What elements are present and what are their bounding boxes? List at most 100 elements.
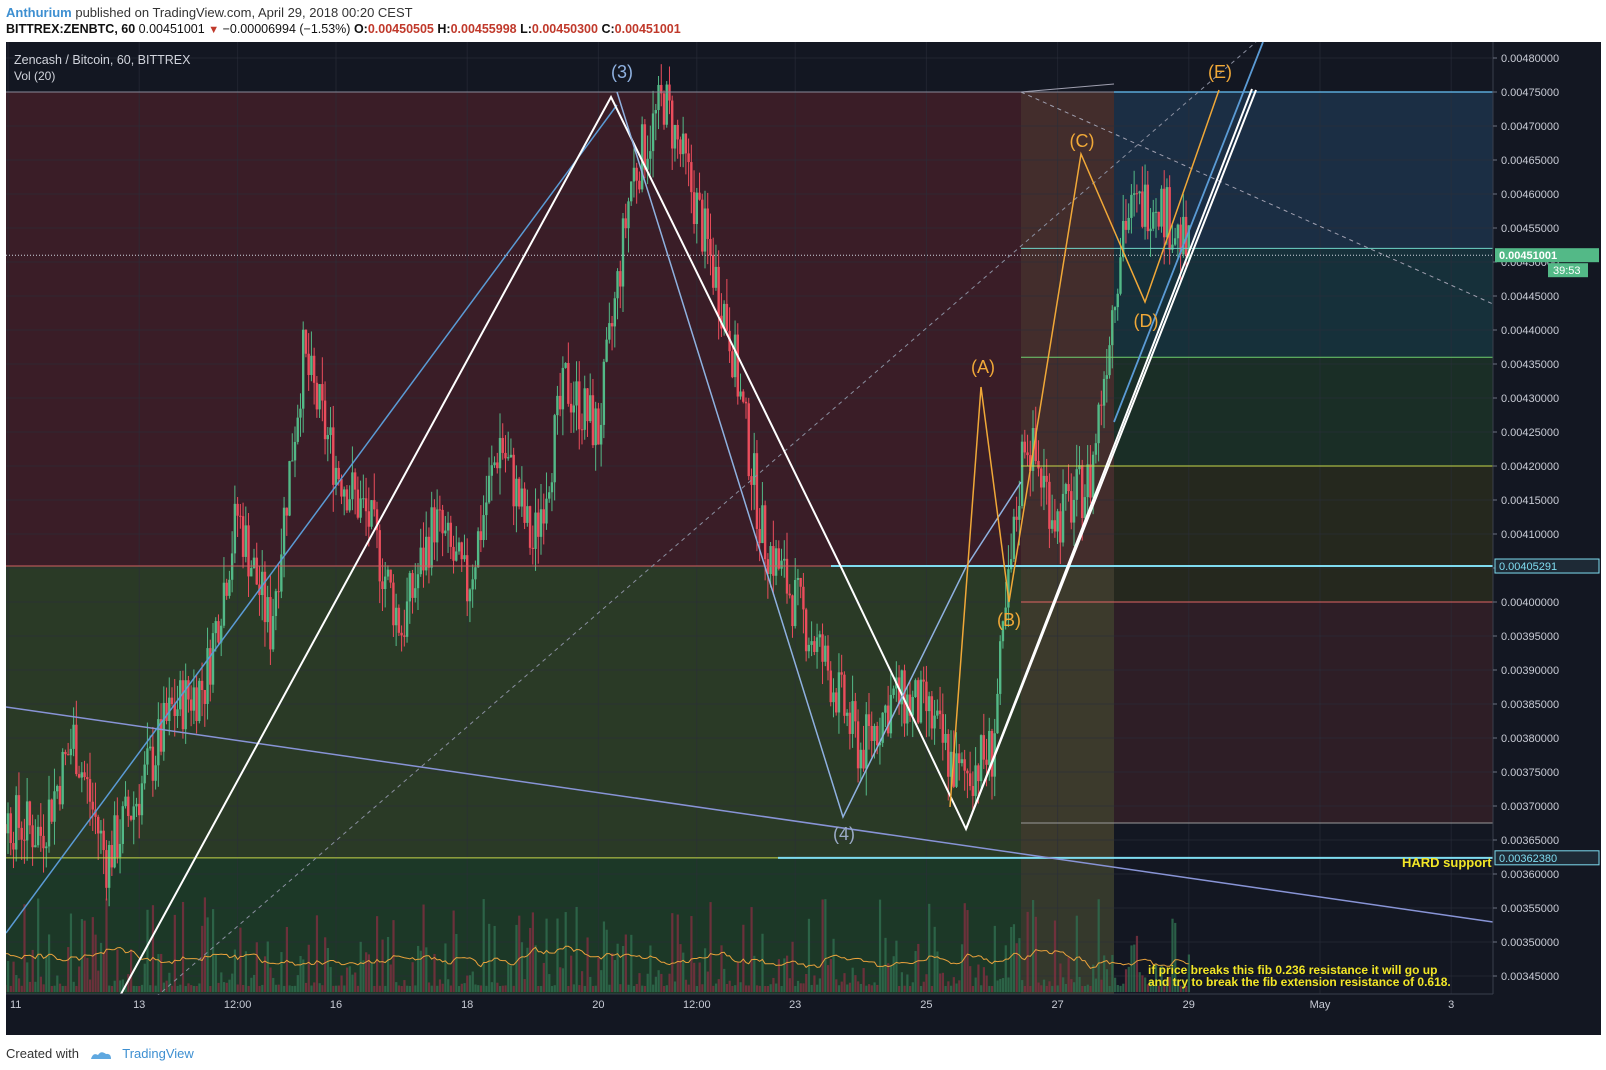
volume-bar: [160, 953, 163, 992]
volume-bar: [91, 917, 94, 992]
price-chart[interactable]: 0.00480000 0.00475000 0.00470000 0.00465000…: [6, 42, 1601, 1035]
volume-bar: [980, 985, 983, 992]
volume-bar: [1078, 976, 1081, 992]
candle-body: [892, 688, 895, 695]
volume-bar: [253, 974, 256, 992]
candle-body: [334, 467, 338, 485]
price-tick-label: 0.00415000: [1501, 495, 1559, 507]
volume-bar: [840, 981, 843, 992]
candle-body: [110, 845, 114, 868]
candle-body: [285, 507, 288, 516]
volume-bar: [810, 984, 813, 992]
candle-body: [9, 813, 12, 844]
volume-bar: [438, 979, 442, 992]
volume-bar: [214, 954, 217, 992]
volume-bar: [422, 904, 425, 992]
candle-body: [1171, 244, 1174, 250]
tradingview-link[interactable]: TradingView: [122, 1046, 194, 1061]
volume-bar: [818, 978, 821, 992]
volume-bar: [807, 918, 811, 992]
volume-bar: [553, 985, 556, 992]
volume-bar: [862, 968, 865, 992]
candle-body: [239, 515, 242, 517]
price-tick-label: 0.00420000: [1501, 461, 1559, 473]
high-label: H:: [437, 22, 451, 36]
volume-bar: [307, 944, 310, 992]
volume-bar: [488, 923, 491, 992]
volume-bar: [985, 975, 988, 992]
volume-bar: [725, 984, 729, 992]
candle-body: [999, 641, 1002, 694]
volume-bar: [835, 979, 838, 992]
candle-body: [228, 579, 231, 596]
candle-body: [127, 796, 130, 816]
chart-area[interactable]: 0.00480000 0.00475000 0.00470000 0.00465000…: [6, 42, 1601, 1035]
volume-bar: [304, 982, 308, 992]
volume-bar: [277, 984, 280, 992]
volume-bar: [468, 975, 472, 992]
candle-body: [476, 531, 480, 568]
volume-bar: [531, 912, 534, 992]
time-tick-label: 11: [10, 999, 21, 1011]
volume-bar: [78, 966, 81, 992]
candle-body: [567, 362, 570, 404]
author-link[interactable]: Anthurium: [6, 5, 72, 20]
volume-bar: [993, 925, 996, 992]
candle-body: [1113, 307, 1117, 311]
volume-bar: [1059, 963, 1062, 992]
volume-bar: [529, 927, 532, 992]
volume-bar: [911, 982, 914, 992]
volume-bar: [1111, 954, 1114, 992]
candle-body: [927, 696, 931, 712]
volume-bar: [187, 983, 190, 992]
candle-body: [80, 772, 83, 778]
volume-bar: [460, 983, 463, 992]
volume-bar: [266, 941, 269, 992]
candle-body: [211, 633, 215, 685]
volume-bar: [294, 985, 297, 992]
volume-bar: [463, 983, 466, 992]
volume-bar: [343, 985, 346, 992]
volume-bar: [1108, 985, 1111, 992]
candle-body: [129, 815, 133, 820]
volume-bar: [747, 985, 750, 992]
volume-bar: [966, 910, 969, 992]
candle-body: [531, 547, 534, 549]
time-tick-label: 29: [1183, 999, 1195, 1011]
candle-body: [151, 746, 155, 781]
dashed-fib-line: [155, 42, 1257, 998]
volume-bar: [873, 982, 876, 992]
pair-title: Zencash / Bitcoin, 60, BITTREX: [14, 53, 191, 67]
volume-bar: [42, 984, 45, 992]
candle-body: [446, 522, 450, 531]
candle-body: [353, 472, 357, 490]
candle-body: [463, 555, 466, 560]
fib-zone-olive: [6, 565, 1114, 858]
volume-bar: [876, 984, 879, 992]
volume-bar: [542, 962, 545, 992]
volume-bar: [821, 899, 824, 992]
volume-bar: [479, 985, 483, 992]
volume-bar: [827, 965, 830, 992]
volume-bar: [86, 957, 89, 992]
candle-body: [867, 714, 871, 726]
volume-bar: [168, 972, 171, 992]
candle-body: [318, 384, 321, 410]
wave-label: (B): [997, 610, 1021, 630]
volume-bar: [922, 981, 925, 992]
volume-bar: [657, 970, 660, 992]
time-tick-label: 12:00: [683, 999, 711, 1011]
volume-bar: [909, 985, 912, 992]
volume-bar: [881, 966, 884, 992]
volume-title: Vol (20): [14, 69, 55, 83]
candle-body: [1056, 511, 1059, 532]
candle-body: [504, 452, 507, 459]
created-with-text: Created with: [6, 1046, 79, 1061]
volume-bar: [846, 984, 849, 992]
candle-body: [698, 192, 701, 200]
volume-bar: [723, 968, 726, 992]
candle-body: [1020, 441, 1024, 506]
candle-body: [534, 512, 537, 549]
volume-bar: [1171, 918, 1174, 992]
candle-body: [930, 696, 934, 729]
